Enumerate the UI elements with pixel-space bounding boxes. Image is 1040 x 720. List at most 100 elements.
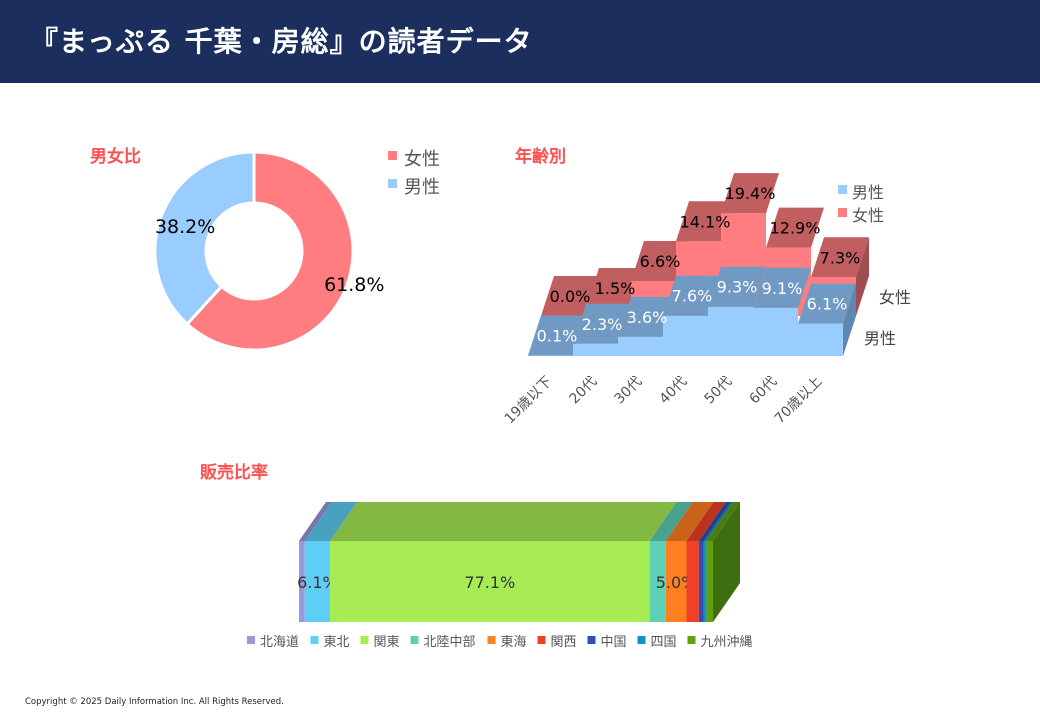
age-axis-label: 50代	[702, 374, 736, 408]
bar-top-5	[686, 502, 726, 541]
bar-segment-4	[665, 541, 687, 622]
age-chart-title: 年齢別	[515, 147, 566, 167]
area-front-0-2	[618, 336, 663, 356]
legend-swatch	[388, 179, 397, 188]
series-axis-label: 女性	[879, 288, 911, 307]
area-top-1-4	[721, 173, 779, 214]
legend-label: 男性	[852, 183, 884, 202]
area-data-label: 9.1%	[762, 279, 803, 298]
area-data-label: 6.1%	[807, 295, 848, 314]
age-axis-label: 70歳以上	[772, 374, 826, 428]
bar-top-1	[304, 502, 358, 541]
legend-swatch	[388, 151, 397, 160]
bar-top-2	[330, 502, 677, 541]
bar-data-label: 5.0%	[656, 573, 697, 592]
legend-swatch	[360, 636, 369, 644]
area-data-label: 14.1%	[680, 212, 731, 231]
area-top-1-2	[631, 241, 689, 282]
series-axis-label: 男性	[864, 329, 896, 348]
bar-top-8	[706, 502, 740, 541]
legend-swatch	[587, 636, 596, 644]
legend-swatch	[838, 208, 847, 217]
area-data-label: 2.3%	[582, 315, 623, 334]
area-front-0-4	[708, 306, 753, 356]
area-front-0-0	[528, 355, 573, 356]
copyright: Copyright © 2025 Daily Information Inc. …	[25, 697, 284, 707]
area-data-label: 19.4%	[725, 184, 776, 203]
legend-label: 男性	[404, 177, 440, 198]
legend-swatch	[687, 636, 696, 644]
legend-label: 関東	[374, 634, 400, 650]
area-top-0-3	[663, 275, 721, 316]
area-top-1-0	[541, 276, 599, 316]
area-data-label: 7.6%	[672, 287, 713, 306]
legend-label: 北陸中部	[424, 634, 476, 650]
bar-segment-7	[703, 541, 707, 622]
gender-chart-title: 男女比	[90, 147, 141, 167]
age-axis-label: 60代	[747, 374, 781, 408]
bar-segment-1	[304, 541, 331, 622]
area-top-0-1	[573, 303, 631, 344]
legend-swatch	[537, 636, 546, 644]
area-front-0-6	[798, 323, 843, 356]
area-top-1-3	[676, 201, 734, 242]
bar-top-3	[649, 502, 693, 541]
area-top-1-5	[766, 207, 824, 248]
legend-label: 四国	[651, 635, 677, 650]
area-front-0-1	[573, 343, 618, 356]
area-data-label: 1.5%	[595, 279, 636, 298]
area-data-label: 9.3%	[717, 278, 758, 297]
legend-label: 東海	[501, 634, 527, 650]
area-front-0-3	[663, 315, 708, 356]
legend-swatch	[838, 185, 847, 194]
bar-segment-0	[299, 541, 305, 622]
bar-data-label: 6.1%	[297, 573, 338, 592]
legend-label: 東北	[324, 634, 350, 650]
area-top-1-1	[586, 268, 644, 309]
bar-segment-5	[686, 541, 699, 622]
area-data-label: 0.1%	[537, 326, 578, 345]
bar-top-4	[665, 502, 714, 541]
area-data-label: 0.0%	[550, 287, 591, 306]
bar-top-0	[299, 502, 332, 541]
donut-label: 61.8%	[324, 274, 384, 296]
donut-slice-0	[185, 150, 355, 352]
area-side-1	[856, 237, 869, 316]
area-top-0-4	[708, 266, 766, 307]
area-top-0-2	[618, 296, 676, 337]
age-axis-label: 30代	[612, 374, 646, 408]
bar-segment-2	[330, 541, 650, 622]
legend-label: 女性	[852, 206, 884, 225]
area-data-label: 6.6%	[640, 252, 681, 271]
area-front-0-5	[753, 307, 798, 356]
area-data-label: 7.3%	[820, 248, 861, 267]
area-data-label: 3.6%	[627, 308, 668, 327]
bar-top-7	[703, 502, 734, 541]
title-bar: 『まっぷる 千葉・房総』の読者データ	[0, 0, 1040, 83]
legend-swatch	[487, 636, 496, 644]
donut-label: 38.2%	[155, 216, 215, 238]
area-data-label: 12.9%	[770, 219, 821, 238]
bar-segment-6	[698, 541, 704, 622]
legend-label: 女性	[404, 149, 440, 170]
age-axis-label: 19歳以下	[502, 374, 556, 428]
legend-label: 関西	[551, 635, 577, 650]
donut-slice-1	[153, 150, 256, 327]
legend-swatch	[247, 636, 255, 644]
bar-segment-3	[649, 541, 666, 622]
area-side-0	[843, 283, 856, 356]
legend-swatch	[410, 636, 419, 644]
area-top-0-0	[528, 315, 586, 356]
legend-swatch	[310, 636, 319, 644]
legend-label: 九州沖縄	[701, 635, 753, 650]
page-title: 『まっぷる 千葉・房総』の読者データ	[30, 25, 533, 58]
legend-swatch	[637, 636, 646, 644]
area-top-0-5	[753, 267, 811, 308]
age-axis-label: 40代	[657, 374, 691, 408]
area-top-1-6	[811, 237, 869, 278]
bar-side	[713, 502, 740, 622]
sales-chart-title: 販売比率	[200, 463, 268, 483]
bar-top-6	[698, 502, 731, 541]
area-top-0-6	[798, 283, 856, 324]
